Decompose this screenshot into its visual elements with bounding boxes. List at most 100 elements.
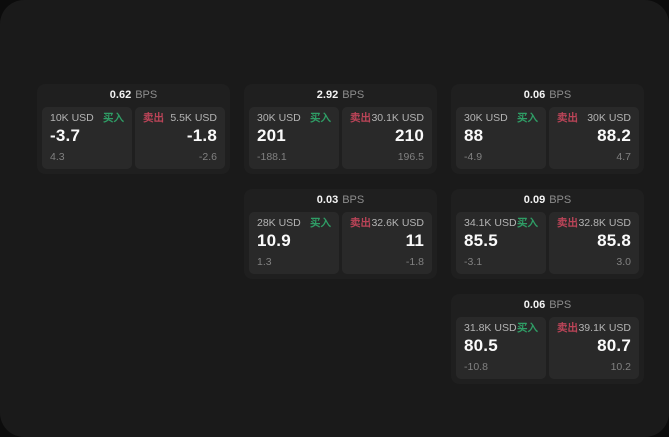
quote-card: 0.03 BPS 28K USD 买入 10.9 1.3 卖出 32.6K US… <box>244 189 437 279</box>
buy-tile-top: 28K USD 买入 <box>257 217 331 230</box>
card-header: 0.06 BPS <box>451 294 644 317</box>
sell-tile[interactable]: 卖出 32.8K USD 85.8 3.0 <box>549 212 639 274</box>
bps-unit-label: BPS <box>135 89 158 101</box>
card-body: 34.1K USD 买入 85.5 -3.1 卖出 32.8K USD 85.8… <box>451 212 644 279</box>
bps-unit-label: BPS <box>549 194 572 206</box>
sell-price: -1.8 <box>186 125 217 145</box>
sell-price: 80.7 <box>597 335 631 355</box>
card-header: 2.92 BPS <box>244 84 437 107</box>
sell-change: 3.0 <box>616 256 631 269</box>
sell-change: -2.6 <box>198 151 217 164</box>
bps-spread-value: 2.92 <box>316 89 339 101</box>
sell-change: 4.7 <box>616 151 631 164</box>
bps-unit-label: BPS <box>549 299 572 311</box>
sell-tile[interactable]: 卖出 5.5K USD -1.8 -2.6 <box>135 107 225 169</box>
card-body: 30K USD 买入 88 -4.9 卖出 30K USD 88.2 4.7 <box>451 107 644 174</box>
bps-spread-value: 0.06 <box>523 299 546 311</box>
card-header: 0.03 BPS <box>244 189 437 212</box>
quote-card: 2.92 BPS 30K USD 买入 201 -188.1 卖出 30.1K … <box>244 84 437 174</box>
buy-notional: 30K USD <box>464 112 508 124</box>
sell-side-label: 卖出 <box>350 112 371 124</box>
buy-side-label: 买入 <box>310 112 331 124</box>
bps-unit-label: BPS <box>342 89 365 101</box>
buy-side-label: 买入 <box>517 217 538 229</box>
card-header: 0.09 BPS <box>451 189 644 212</box>
quote-cards-grid: 0.62 BPS 10K USD 买入 -3.7 4.3 卖出 5.5K USD… <box>37 84 644 384</box>
buy-tile[interactable]: 34.1K USD 买入 85.5 -3.1 <box>456 212 546 274</box>
buy-change: -10.8 <box>464 361 488 374</box>
bps-unit-label: BPS <box>549 89 572 101</box>
quote-card: 0.06 BPS 31.8K USD 买入 80.5 -10.8 卖出 39.1… <box>451 294 644 384</box>
buy-tile-top: 30K USD 买入 <box>257 112 331 125</box>
sell-side-label: 卖出 <box>143 112 164 124</box>
buy-tile[interactable]: 30K USD 买入 88 -4.9 <box>456 107 546 169</box>
buy-side-label: 买入 <box>517 322 538 334</box>
buy-change: 4.3 <box>50 151 65 164</box>
sell-side-label: 卖出 <box>557 112 578 124</box>
sell-tile-top: 卖出 5.5K USD <box>143 112 217 125</box>
buy-price: 10.9 <box>257 230 291 250</box>
sell-price: 11 <box>405 230 424 250</box>
sell-side-label: 卖出 <box>557 322 578 334</box>
sell-change: 196.5 <box>397 151 424 164</box>
sell-notional: 32.8K USD <box>578 217 631 229</box>
buy-change: -4.9 <box>464 151 483 164</box>
sell-tile[interactable]: 卖出 32.6K USD 11 -1.8 <box>342 212 432 274</box>
sell-tile[interactable]: 卖出 30K USD 88.2 4.7 <box>549 107 639 169</box>
bps-unit-label: BPS <box>342 194 365 206</box>
card-body: 30K USD 买入 201 -188.1 卖出 30.1K USD 210 1… <box>244 107 437 174</box>
bps-spread-value: 0.03 <box>316 194 339 206</box>
sell-notional: 30.1K USD <box>371 112 424 124</box>
bps-spread-value: 0.06 <box>523 89 546 101</box>
quote-card: 0.62 BPS 10K USD 买入 -3.7 4.3 卖出 5.5K USD… <box>37 84 230 174</box>
card-header: 0.62 BPS <box>37 84 230 107</box>
sell-tile-top: 卖出 32.6K USD <box>350 217 424 230</box>
buy-tile[interactable]: 10K USD 买入 -3.7 4.3 <box>42 107 132 169</box>
buy-tile[interactable]: 28K USD 买入 10.9 1.3 <box>249 212 339 274</box>
buy-side-label: 买入 <box>517 112 538 124</box>
card-body: 10K USD 买入 -3.7 4.3 卖出 5.5K USD -1.8 -2.… <box>37 107 230 174</box>
card-body: 28K USD 买入 10.9 1.3 卖出 32.6K USD 11 -1.8 <box>244 212 437 279</box>
sell-side-label: 卖出 <box>557 217 578 229</box>
buy-price: 85.5 <box>464 230 498 250</box>
buy-notional: 31.8K USD <box>464 322 517 334</box>
buy-price: -3.7 <box>50 125 81 145</box>
buy-tile[interactable]: 31.8K USD 买入 80.5 -10.8 <box>456 317 546 379</box>
buy-tile-top: 34.1K USD 买入 <box>464 217 538 230</box>
sell-price: 88.2 <box>597 125 631 145</box>
buy-side-label: 买入 <box>310 217 331 229</box>
buy-notional: 34.1K USD <box>464 217 517 229</box>
bps-spread-value: 0.62 <box>109 89 132 101</box>
sell-tile-top: 卖出 30K USD <box>557 112 631 125</box>
sell-tile[interactable]: 卖出 30.1K USD 210 196.5 <box>342 107 432 169</box>
buy-price: 88 <box>464 125 484 145</box>
buy-price: 201 <box>257 125 286 145</box>
sell-tile-top: 卖出 30.1K USD <box>350 112 424 125</box>
sell-tile-top: 卖出 32.8K USD <box>557 217 631 230</box>
sell-price: 210 <box>395 125 424 145</box>
sell-notional: 39.1K USD <box>578 322 631 334</box>
bps-spread-value: 0.09 <box>523 194 546 206</box>
card-body: 31.8K USD 买入 80.5 -10.8 卖出 39.1K USD 80.… <box>451 317 644 384</box>
buy-notional: 28K USD <box>257 217 301 229</box>
sell-notional: 30K USD <box>587 112 631 124</box>
sell-side-label: 卖出 <box>350 217 371 229</box>
buy-notional: 30K USD <box>257 112 301 124</box>
sell-notional: 5.5K USD <box>170 112 217 124</box>
buy-price: 80.5 <box>464 335 498 355</box>
sell-tile[interactable]: 卖出 39.1K USD 80.7 10.2 <box>549 317 639 379</box>
buy-side-label: 买入 <box>103 112 124 124</box>
buy-change: -188.1 <box>257 151 287 164</box>
buy-change: -3.1 <box>464 256 483 269</box>
buy-tile-top: 10K USD 买入 <box>50 112 124 125</box>
sell-change: 10.2 <box>610 361 631 374</box>
sell-notional: 32.6K USD <box>371 217 424 229</box>
sell-price: 85.8 <box>597 230 631 250</box>
sell-change: -1.8 <box>405 256 424 269</box>
buy-tile-top: 30K USD 买入 <box>464 112 538 125</box>
buy-notional: 10K USD <box>50 112 94 124</box>
buy-change: 1.3 <box>257 256 272 269</box>
buy-tile[interactable]: 30K USD 买入 201 -188.1 <box>249 107 339 169</box>
